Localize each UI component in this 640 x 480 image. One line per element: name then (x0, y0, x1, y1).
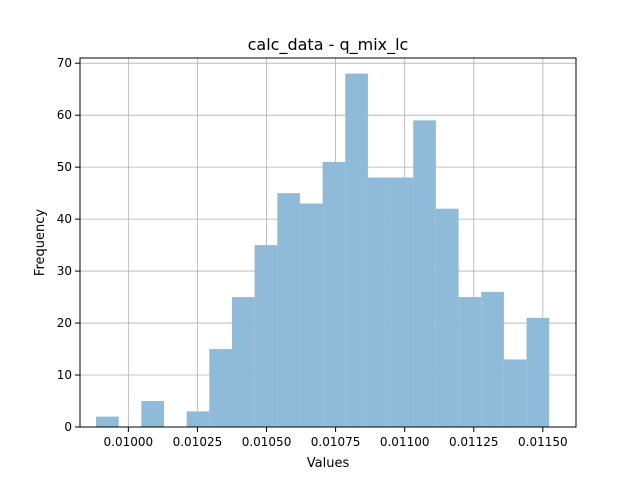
x-tick-label: 0.01125 (449, 435, 499, 449)
histogram-bar (345, 73, 368, 427)
histogram-bar (458, 297, 482, 427)
y-tick-label: 10 (57, 368, 72, 382)
y-tick-label: 60 (57, 108, 72, 122)
x-tick-label: 0.01025 (173, 435, 223, 449)
histogram-bar (481, 291, 504, 427)
x-tick-label: 0.01100 (380, 435, 430, 449)
histogram-bar (390, 177, 414, 427)
histogram-bar (209, 349, 232, 427)
histogram-bar (299, 203, 323, 427)
y-tick-label: 0 (64, 420, 72, 434)
histogram-bar (413, 120, 436, 427)
x-tick-label: 0.01150 (518, 435, 568, 449)
histogram-bar (526, 317, 550, 427)
histogram-bar (435, 208, 459, 427)
y-tick-label: 50 (57, 160, 72, 174)
histogram-bar (186, 411, 210, 427)
ticks: 0.01000 0.01025 0.01050 0.01075 0.01100 0.011… (57, 56, 568, 449)
x-axis-label: Values (307, 456, 350, 471)
chart-title: calc_data - q_mix_lc (248, 35, 409, 55)
histogram-bar (322, 161, 346, 427)
y-tick-label: 20 (57, 316, 72, 330)
histogram-bar (141, 401, 165, 427)
y-tick-label: 40 (57, 212, 72, 226)
bars (96, 73, 550, 427)
y-axis-label: Frequency (33, 209, 48, 276)
x-tick-label: 0.01000 (104, 435, 154, 449)
histogram-bar (96, 416, 119, 427)
y-tick-label: 30 (57, 264, 72, 278)
histogram-bar (503, 359, 527, 427)
x-tick-label: 0.01075 (311, 435, 361, 449)
histogram-bar (367, 177, 391, 427)
x-tick-label: 0.01050 (242, 435, 292, 449)
histogram-bar (254, 245, 278, 427)
histogram-bar (231, 297, 255, 427)
histogram-bar (277, 193, 300, 427)
y-tick-label: 70 (57, 56, 72, 70)
plot-frame (79, 57, 577, 428)
